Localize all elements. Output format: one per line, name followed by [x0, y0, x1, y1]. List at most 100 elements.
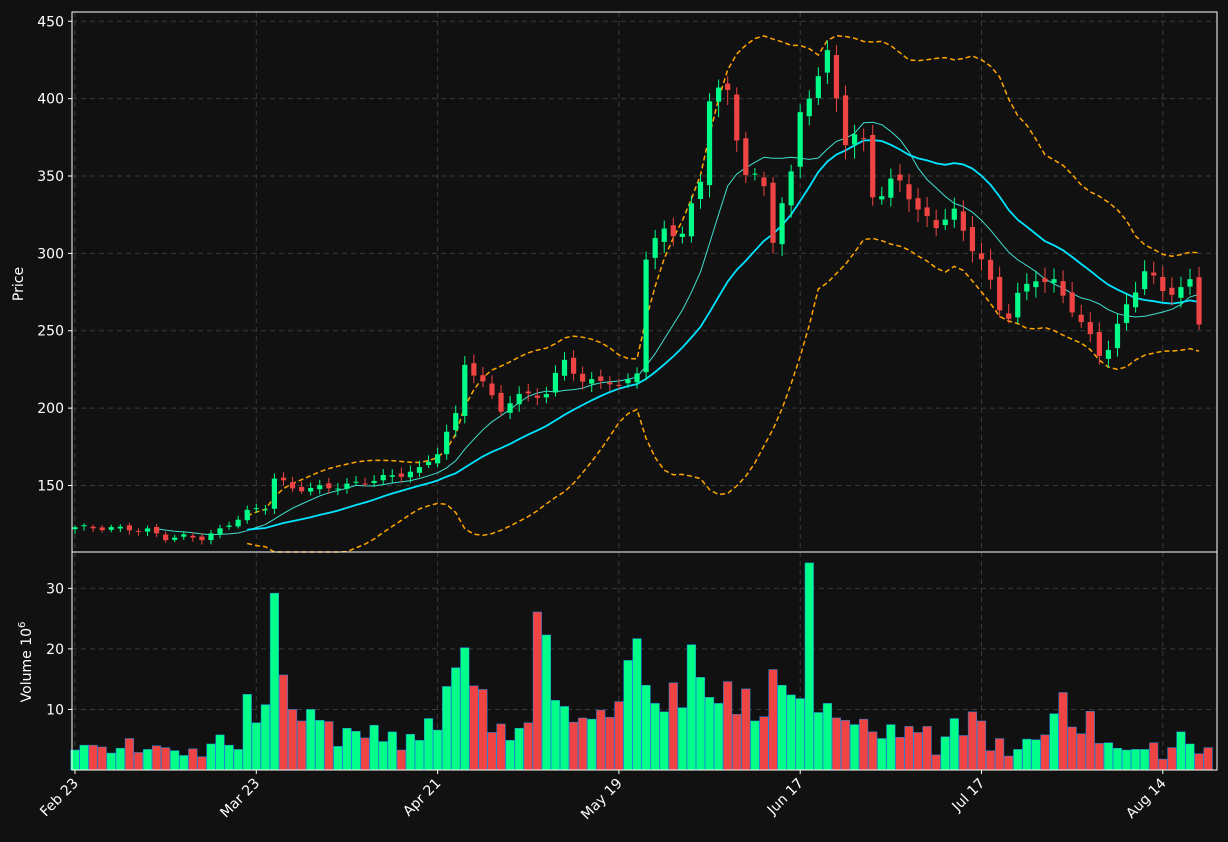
candle-body: [226, 525, 232, 527]
volume-bar: [804, 562, 814, 771]
candle-body: [1078, 314, 1084, 323]
volume-bar: [333, 746, 343, 771]
volume-axis-label-exponent: 6: [17, 622, 28, 628]
volume-bar: [1004, 755, 1014, 771]
volume-bar: [387, 731, 397, 771]
candle-body: [743, 138, 749, 176]
volume-bar: [895, 737, 905, 771]
volume-bar: [750, 720, 760, 771]
candle-body: [253, 508, 259, 510]
candle-body: [181, 534, 187, 537]
volume-bar: [215, 734, 225, 771]
candle-body: [462, 364, 468, 416]
candles: [72, 40, 1202, 545]
candle-body: [661, 228, 667, 242]
candle-body: [870, 134, 876, 198]
candle-body: [389, 475, 395, 477]
candle-body: [978, 253, 985, 260]
candle-body: [1187, 279, 1193, 287]
candle-body: [924, 207, 930, 217]
volume-bar: [659, 711, 669, 771]
volume-bar: [1094, 743, 1104, 771]
volume-bar: [695, 677, 706, 771]
volume-bar: [569, 721, 579, 771]
candle-body: [371, 480, 377, 484]
candle-body: [534, 395, 540, 398]
candle-body: [761, 177, 767, 187]
volume-bar: [260, 704, 270, 771]
candle-body: [634, 373, 640, 383]
volume-bar: [868, 731, 878, 771]
volume-bar: [1158, 758, 1168, 771]
candle-body: [616, 384, 622, 386]
candle-body: [688, 203, 695, 237]
candle-body: [326, 483, 332, 489]
volume-bar: [1022, 738, 1032, 771]
candle-body: [987, 259, 994, 280]
candle-body: [951, 208, 957, 220]
candle-body: [960, 211, 966, 231]
candle-body: [416, 467, 423, 473]
candle-body: [271, 478, 278, 509]
volume-bar: [106, 752, 116, 771]
volume-bar: [1140, 749, 1150, 771]
candle-body: [861, 138, 867, 140]
candle-body: [1087, 322, 1093, 335]
candle-body: [126, 525, 132, 531]
candle-body: [706, 101, 713, 186]
volume-bar: [315, 720, 325, 771]
candle-body: [1015, 292, 1021, 318]
volume-bar: [1149, 742, 1159, 771]
volume-bar: [342, 727, 352, 771]
candle-body: [507, 403, 513, 413]
volume-bar: [378, 741, 388, 771]
volume-bar: [596, 709, 606, 771]
volume-bar: [859, 718, 869, 771]
volume-bar: [278, 674, 289, 771]
price-tick-label: 350: [37, 169, 64, 185]
volume-bar: [831, 717, 842, 771]
price-grid: [72, 12, 1217, 552]
volume-tick-label: 10: [46, 702, 64, 718]
volume-bar: [1167, 747, 1177, 771]
candle-body: [516, 393, 522, 405]
volume-bar: [1112, 747, 1123, 771]
candle-body: [498, 392, 504, 412]
candle-body: [208, 533, 214, 541]
volume-bar: [768, 669, 778, 771]
volume-tick-label: 20: [46, 642, 64, 658]
volume-bar: [559, 706, 570, 771]
volume-bar: [324, 721, 334, 771]
candle-body: [915, 198, 921, 210]
volume-bar: [623, 660, 633, 771]
volume-bar: [133, 752, 144, 771]
volume-bar: [97, 746, 107, 771]
volume-bar: [1185, 743, 1195, 771]
volume-bar: [142, 749, 153, 771]
candle-body: [598, 376, 604, 381]
candle-body: [806, 98, 812, 117]
volume-bar: [179, 755, 189, 771]
volume-bar: [206, 743, 216, 771]
volume-bar: [976, 720, 987, 771]
candle-body: [570, 357, 577, 374]
candle-body: [163, 534, 169, 541]
volume-bar: [306, 709, 316, 771]
volume-bar: [532, 611, 542, 771]
candle-body: [135, 530, 142, 532]
price-axis-ticks: 150 200 250 300 350 400 450: [37, 14, 72, 494]
price-tick-label: 250: [37, 324, 64, 340]
candle-body: [997, 276, 1003, 311]
candle-body: [824, 50, 830, 73]
sma-slow-line: [247, 139, 1200, 531]
candle-body: [435, 454, 441, 464]
volume-bar: [913, 732, 923, 771]
volume-bar: [496, 723, 506, 771]
volume-bar: [224, 744, 234, 771]
volume-bar: [451, 667, 461, 771]
volume-bar: [351, 730, 361, 771]
volume-bar: [469, 685, 479, 771]
bollinger-upper-line: [246, 34, 1200, 517]
candle-body: [770, 182, 776, 243]
volume-bar: [840, 720, 851, 771]
